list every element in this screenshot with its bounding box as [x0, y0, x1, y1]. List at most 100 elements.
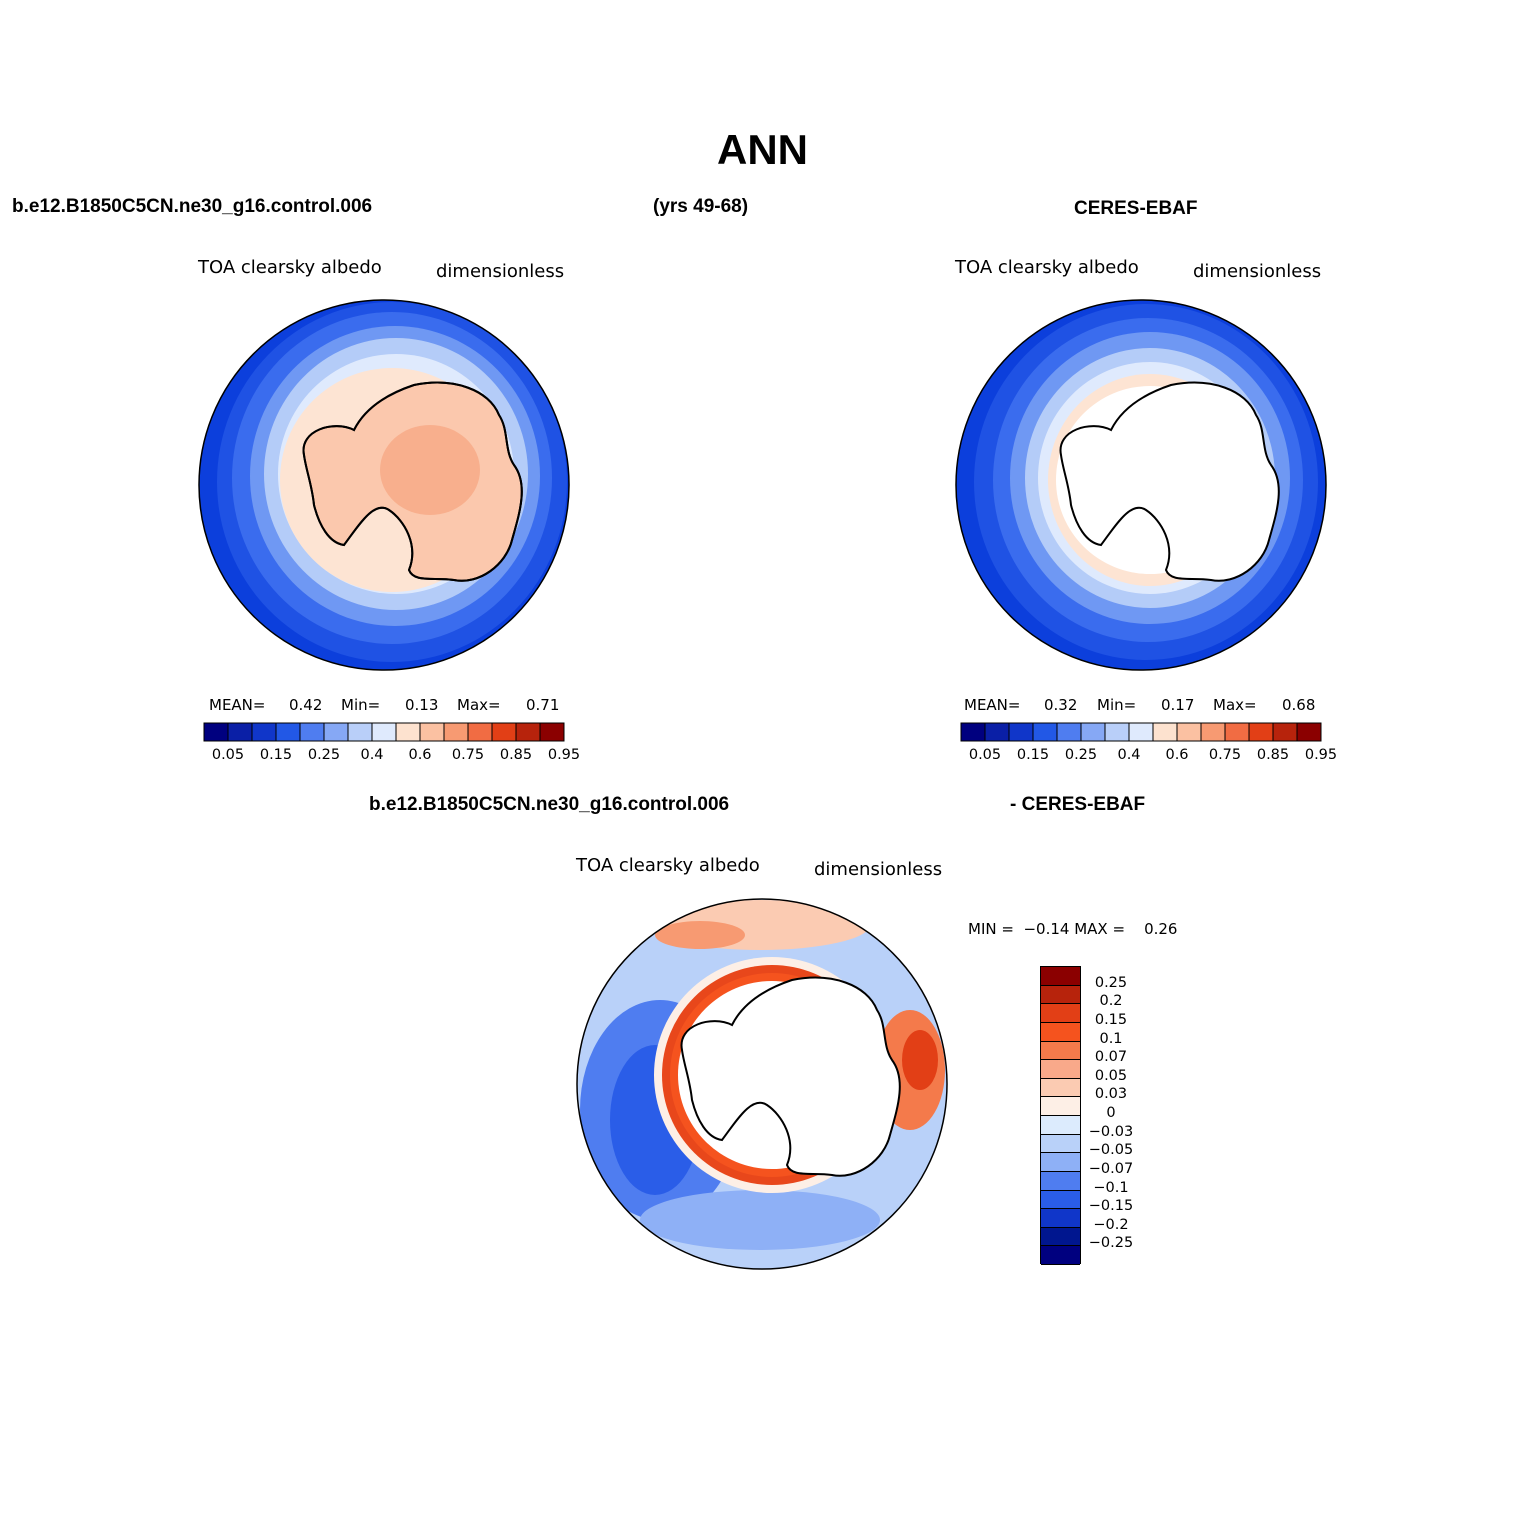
colorbar-tick-label: −0.07: [1088, 1160, 1134, 1177]
colorbar-tick-label: 0.6: [1165, 747, 1189, 763]
colorbar-swatch: [1041, 1097, 1080, 1116]
colorbar-tick-label: −0.25: [1088, 1235, 1134, 1252]
main-title: ANN: [717, 126, 808, 173]
colorbar-swatch: [1041, 1116, 1080, 1135]
case-name-label: b.e12.B1850C5CN.ne30_g16.control.006: [12, 196, 373, 217]
panel2-min-label: Min=: [1097, 696, 1137, 714]
colorbar-swatch: [1152, 722, 1178, 742]
panel2-max-value: 0.68: [1282, 696, 1316, 714]
colorbar-swatch: [1041, 985, 1080, 1005]
colorbar-tick-label: 0: [1106, 1105, 1116, 1121]
diff-obs-name-label: - CERES-EBAF: [1010, 794, 1146, 815]
colorbar-diff: [1040, 966, 1081, 1265]
colorbar-swatch: [984, 722, 1010, 742]
colorbar-tick-label: 0.07: [1094, 1049, 1128, 1066]
colorbar-swatch: [960, 722, 986, 742]
panel1-units: dimensionless: [436, 261, 565, 282]
colorbar-tick-label: 0.6: [408, 747, 432, 763]
colorbar-model: [203, 722, 565, 742]
panel2-variable: TOA clearsky albedo: [955, 257, 1139, 278]
panel2-units: dimensionless: [1193, 261, 1322, 282]
panel1-mean-value: 0.42: [289, 696, 323, 714]
colorbar-tick-label: −0.2: [1093, 1216, 1129, 1233]
colorbar-tick-label: 0.05: [1094, 1067, 1128, 1084]
colorbar-swatch: [1008, 722, 1034, 742]
diff-units: dimensionless: [814, 859, 943, 880]
panel2-mean-label: MEAN=: [964, 696, 1021, 714]
colorbar-tick-label: 0.05: [211, 747, 245, 763]
colorbar-swatch: [1296, 722, 1322, 742]
panel2-min-value: 0.17: [1161, 696, 1195, 714]
colorbar-tick-label: 0.1: [1099, 1030, 1123, 1047]
colorbar-swatch: [443, 722, 469, 742]
colorbar-swatch: [371, 722, 397, 742]
colorbar-swatch: [1041, 1209, 1080, 1228]
colorbar-obs: [960, 722, 1322, 742]
colorbar-swatch: [539, 722, 565, 742]
colorbar-tick-label: −0.1: [1093, 1179, 1129, 1196]
colorbar-swatch: [1041, 1041, 1080, 1061]
years-label: (yrs 49-68): [653, 196, 749, 217]
colorbar-tick-label: 0.25: [1094, 974, 1128, 991]
colorbar-swatch: [1080, 722, 1106, 742]
obs-name-label: CERES-EBAF: [1074, 198, 1198, 219]
colorbar-swatch: [1200, 722, 1226, 742]
colorbar-tick-label: 0.95: [547, 747, 581, 763]
colorbar-swatch: [299, 722, 325, 742]
colorbar-tick-label: 0.25: [307, 747, 341, 763]
colorbar-tick-label: 0.03: [1094, 1086, 1128, 1103]
colorbar-tick-label: 0.15: [1094, 1011, 1128, 1028]
diff-map: [577, 899, 947, 1269]
colorbar-swatch: [1041, 967, 1080, 986]
panel2-mean-value: 0.32: [1044, 696, 1078, 714]
colorbar-swatch: [467, 722, 493, 742]
colorbar-tick-label: 0.2: [1099, 993, 1123, 1010]
colorbar-tick-label: 0.85: [1256, 747, 1290, 763]
colorbar-swatch: [1128, 722, 1154, 742]
colorbar-swatch: [1041, 1004, 1080, 1023]
colorbar-swatch: [1041, 1153, 1080, 1172]
colorbar-tick-label: 0.25: [1064, 747, 1098, 763]
colorbar-swatch: [1041, 1246, 1080, 1265]
panel1-mean-label: MEAN=: [209, 696, 266, 714]
colorbar-swatch: [1041, 1190, 1080, 1210]
colorbar-swatch: [1032, 722, 1058, 742]
colorbar-tick-label: 0.75: [451, 747, 485, 763]
panel1-max-label: Max=: [457, 696, 501, 714]
colorbar-swatch: [347, 722, 373, 742]
colorbar-swatch: [275, 722, 301, 742]
colorbar-tick-label: 0.4: [1117, 747, 1141, 763]
panel1-variable: TOA clearsky albedo: [198, 257, 382, 278]
colorbar-swatch: [419, 722, 445, 742]
colorbar-swatch: [227, 722, 253, 742]
diff-case-name-label: b.e12.B1850C5CN.ne30_g16.control.006: [369, 794, 730, 815]
colorbar-tick-label: −0.05: [1088, 1142, 1134, 1159]
obs-map: [956, 300, 1326, 670]
colorbar-tick-label: −0.15: [1088, 1198, 1134, 1215]
colorbar-swatch: [1041, 1227, 1080, 1247]
colorbar-tick-label: 0.15: [1016, 747, 1050, 763]
panel1-max-value: 0.71: [526, 696, 560, 714]
panel2-max-label: Max=: [1213, 696, 1257, 714]
colorbar-tick-label: 0.95: [1304, 747, 1338, 763]
model-map: [199, 300, 569, 670]
colorbar-swatch: [515, 722, 541, 742]
colorbar-tick-label: 0.05: [968, 747, 1002, 763]
colorbar-swatch: [1224, 722, 1250, 742]
colorbar-tick-label: −0.03: [1088, 1123, 1134, 1140]
colorbar-swatch: [1041, 1078, 1080, 1098]
colorbar-tick-label: 0.85: [499, 747, 533, 763]
diff-minmax: MIN = −0.14 MAX = 0.26: [968, 920, 1178, 938]
colorbar-swatch: [1176, 722, 1202, 742]
panel1-min-label: Min=: [341, 696, 381, 714]
colorbar-tick-label: 0.75: [1208, 747, 1242, 763]
colorbar-tick-label: 0.4: [360, 747, 384, 763]
colorbar-swatch: [251, 722, 277, 742]
panel1-min-value: 0.13: [405, 696, 439, 714]
colorbar-swatch: [1056, 722, 1082, 742]
colorbar-swatch: [1041, 1171, 1080, 1191]
colorbar-swatch: [1041, 1060, 1080, 1079]
colorbar-swatch: [1248, 722, 1274, 742]
colorbar-swatch: [203, 722, 229, 742]
